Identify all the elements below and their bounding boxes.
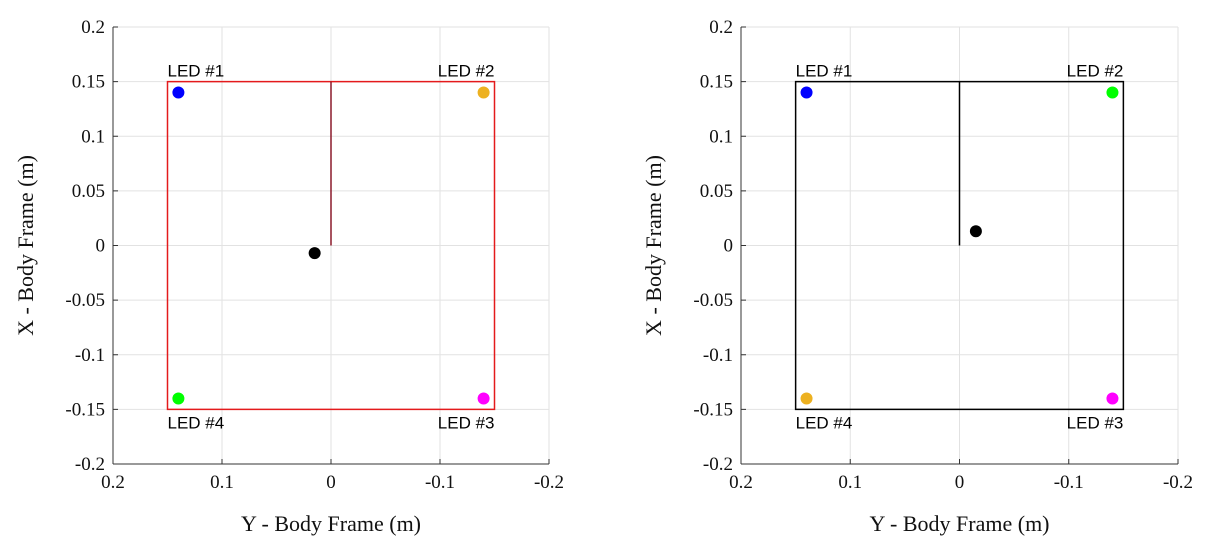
- x-axis-label: Y - Body Frame (m): [241, 511, 421, 536]
- y-axis-label: X - Body Frame (m): [13, 155, 38, 336]
- y-tick-label: -0.15: [65, 399, 105, 420]
- y-tick-label: 0.2: [709, 17, 733, 38]
- x-tick-label: 0.1: [210, 472, 234, 493]
- led-point: [1106, 392, 1119, 405]
- led-point: [800, 86, 813, 99]
- x-tick-label: -0.1: [425, 472, 455, 493]
- led-point: [477, 392, 490, 405]
- x-tick-label: 0: [326, 472, 336, 493]
- x-tick-label: -0.2: [534, 472, 564, 493]
- led-label: LED #3: [438, 413, 495, 432]
- x-tick-label: 0.2: [729, 472, 753, 493]
- led-point: [477, 86, 490, 99]
- led-label: LED #2: [1067, 62, 1124, 81]
- y-tick-label: 0.05: [72, 181, 105, 202]
- x-tick-label: -0.1: [1054, 472, 1084, 493]
- y-tick-label: 0: [96, 236, 106, 257]
- led-point: [172, 392, 185, 405]
- y-tick-label: 0.05: [700, 181, 733, 202]
- y-tick-label: 0.2: [81, 17, 105, 38]
- x-axis-label: Y - Body Frame (m): [869, 511, 1049, 536]
- y-tick-label: -0.1: [75, 345, 105, 366]
- y-tick-label: -0.05: [693, 290, 733, 311]
- center-point: [308, 247, 321, 260]
- y-tick-label: -0.2: [75, 454, 105, 475]
- chart-right: 0.2 0.1 0 -0.1 -0.20.20.150.10.050-0.05-0.1-…: [641, 17, 1193, 536]
- led-label: LED #4: [796, 413, 853, 432]
- y-tick-label: 0.1: [81, 126, 105, 147]
- y-tick-label: -0.2: [703, 454, 733, 475]
- led-label: LED #2: [438, 62, 495, 81]
- x-tick-label: 0.2: [101, 472, 125, 493]
- led-label: LED #4: [168, 413, 225, 432]
- led-label: LED #1: [168, 62, 225, 81]
- led-label: LED #1: [796, 62, 853, 81]
- y-tick-label: 0.1: [709, 126, 733, 147]
- y-tick-label: -0.15: [693, 399, 733, 420]
- y-tick-label: -0.1: [703, 345, 733, 366]
- led-point: [800, 392, 813, 405]
- center-point: [969, 225, 982, 238]
- led-point: [1106, 86, 1119, 99]
- y-axis-label: X - Body Frame (m): [641, 155, 666, 336]
- y-tick-label: 0.15: [700, 72, 733, 93]
- y-tick-label: 0: [724, 236, 734, 257]
- x-tick-label: 0: [955, 472, 965, 493]
- led-label: LED #3: [1067, 413, 1124, 432]
- led-point: [172, 86, 185, 99]
- x-tick-label: 0.1: [838, 472, 862, 493]
- x-tick-label: -0.2: [1163, 472, 1193, 493]
- y-tick-label: 0.15: [72, 72, 105, 93]
- y-tick-label: -0.05: [65, 290, 105, 311]
- chart-left: 0.2 0.1 0 -0.1 -0.20.20.150.10.050-0.05-0.1-…: [13, 17, 564, 536]
